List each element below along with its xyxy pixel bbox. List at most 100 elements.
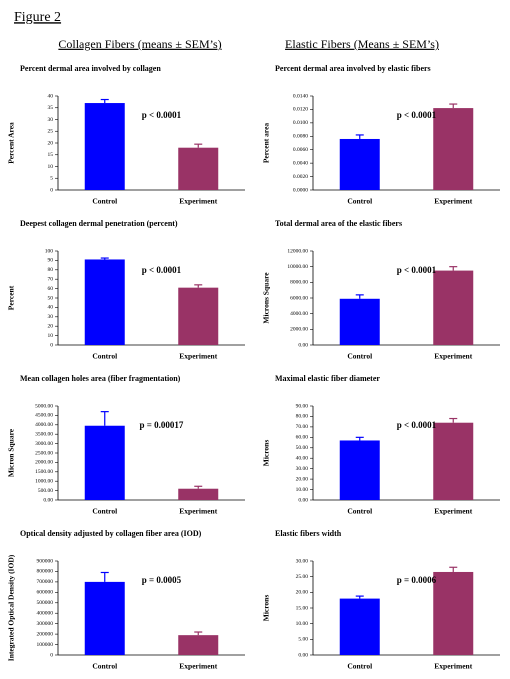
y-tick-label: 60 bbox=[48, 286, 54, 292]
y-tick-label: 6000.00 bbox=[290, 295, 308, 301]
y-tick-label: 10.00 bbox=[296, 487, 309, 493]
x-tick-label: Experiment bbox=[179, 507, 217, 516]
y-tick-label: 5.00 bbox=[298, 637, 308, 643]
y-axis-label: Microns Square bbox=[262, 272, 271, 324]
y-tick-label: 70.00 bbox=[296, 424, 309, 430]
y-tick-label: 0.0080 bbox=[293, 134, 308, 140]
y-tick-label: 30.00 bbox=[296, 466, 309, 472]
bar bbox=[339, 138, 380, 190]
x-tick-label: Control bbox=[92, 507, 117, 516]
y-tick-label: 600000 bbox=[37, 590, 54, 596]
y-tick-label: 2000.00 bbox=[290, 327, 308, 333]
y-axis-label: Percent area bbox=[262, 123, 271, 164]
y-tick-label: 500.00 bbox=[38, 488, 53, 494]
bar bbox=[178, 488, 219, 500]
y-tick-label: 3000.00 bbox=[35, 441, 53, 447]
y-axis-label: Integrated Optical Density (IOD) bbox=[7, 554, 16, 661]
y-tick-label: 0.00 bbox=[298, 652, 308, 658]
y-axis-label: Percent bbox=[7, 285, 16, 310]
y-tick-label: 0 bbox=[50, 652, 53, 658]
y-tick-label: 0.0060 bbox=[293, 147, 308, 153]
x-tick-label: Control bbox=[92, 197, 117, 206]
column-header: Collagen Fibers (means ± SEM’s) bbox=[58, 37, 221, 51]
bar bbox=[84, 425, 125, 500]
x-tick-label: Control bbox=[347, 197, 372, 206]
y-tick-label: 400000 bbox=[37, 610, 54, 616]
x-tick-label: Control bbox=[347, 352, 372, 361]
x-tick-label: Control bbox=[92, 352, 117, 361]
x-tick-label: Experiment bbox=[434, 662, 472, 671]
chart-title: Percent dermal area involved by elastic … bbox=[275, 64, 431, 73]
y-tick-label: 80 bbox=[48, 267, 54, 273]
x-tick-label: Experiment bbox=[434, 352, 472, 361]
y-tick-label: 20 bbox=[48, 323, 54, 329]
y-tick-label: 10 bbox=[48, 333, 54, 339]
y-tick-label: 1500.00 bbox=[35, 469, 53, 475]
y-tick-label: 20.00 bbox=[296, 476, 309, 482]
y-tick-label: 8000.00 bbox=[290, 280, 308, 286]
x-tick-label: Control bbox=[92, 662, 117, 671]
chart-title: Maximal elastic fiber diameter bbox=[275, 374, 380, 383]
y-tick-label: 25 bbox=[48, 129, 54, 135]
y-tick-label: 10.00 bbox=[296, 621, 309, 627]
bar bbox=[339, 298, 380, 345]
y-tick-label: 4000.00 bbox=[35, 422, 53, 428]
y-tick-label: 40 bbox=[48, 93, 54, 99]
chart-title: Mean collagen holes area (fiber fragment… bbox=[20, 374, 181, 383]
y-tick-label: 70 bbox=[48, 276, 54, 282]
y-tick-label: 15.00 bbox=[296, 605, 309, 611]
p-value-annotation: p < 0.0001 bbox=[397, 110, 437, 120]
y-tick-label: 700000 bbox=[37, 579, 54, 585]
y-tick-label: 40 bbox=[48, 305, 54, 311]
y-tick-label: 20 bbox=[48, 140, 54, 146]
y-tick-label: 60.00 bbox=[296, 435, 309, 441]
chart-title: Optical density adjusted by collagen fib… bbox=[20, 529, 202, 538]
y-tick-label: 0.0100 bbox=[293, 120, 308, 126]
y-tick-label: 30 bbox=[48, 314, 54, 320]
column-header: Elastic Fibers (Means ± SEM’s) bbox=[285, 37, 439, 51]
x-tick-label: Experiment bbox=[179, 352, 217, 361]
y-tick-label: 20.00 bbox=[296, 590, 309, 596]
x-tick-label: Experiment bbox=[434, 197, 472, 206]
p-value-annotation: p < 0.0001 bbox=[397, 420, 437, 430]
y-tick-label: 100 bbox=[45, 248, 54, 254]
y-tick-label: 10 bbox=[48, 164, 54, 170]
y-tick-label: 30.00 bbox=[296, 558, 309, 564]
chart-title: Percent dermal area involved by collagen bbox=[20, 64, 161, 73]
y-tick-label: 90 bbox=[48, 258, 54, 264]
y-tick-label: 800000 bbox=[37, 569, 54, 575]
x-tick-label: Experiment bbox=[179, 662, 217, 671]
y-tick-label: 0.0000 bbox=[293, 187, 308, 193]
y-tick-label: 0.0020 bbox=[293, 174, 308, 180]
y-tick-label: 100000 bbox=[37, 642, 54, 648]
x-tick-label: Experiment bbox=[434, 507, 472, 516]
y-tick-label: 25.00 bbox=[296, 574, 309, 580]
y-tick-label: 0.00 bbox=[43, 497, 53, 503]
y-tick-label: 35 bbox=[48, 105, 54, 111]
bar bbox=[433, 422, 474, 500]
bar bbox=[433, 270, 474, 345]
bar bbox=[339, 440, 380, 500]
y-tick-label: 5000.00 bbox=[35, 403, 53, 409]
y-tick-label: 2000.00 bbox=[35, 460, 53, 466]
bar bbox=[178, 635, 219, 655]
y-tick-label: 90.00 bbox=[296, 403, 309, 409]
bar bbox=[178, 287, 219, 345]
x-tick-label: Control bbox=[347, 662, 372, 671]
p-value-annotation: p = 0.00017 bbox=[140, 420, 184, 430]
y-axis-label: Microns bbox=[262, 440, 271, 467]
y-tick-label: 0.0120 bbox=[293, 107, 308, 113]
y-tick-label: 50 bbox=[48, 295, 54, 301]
y-tick-label: 50.00 bbox=[296, 445, 309, 451]
chart-title: Total dermal area of the elastic fibers bbox=[275, 219, 402, 228]
bar bbox=[84, 581, 125, 655]
y-tick-label: 1000.00 bbox=[35, 478, 53, 484]
y-axis-label: Percent Area bbox=[7, 122, 16, 164]
y-tick-label: 500000 bbox=[37, 600, 54, 606]
y-tick-label: 15 bbox=[48, 152, 54, 158]
bar bbox=[433, 571, 474, 655]
x-tick-label: Experiment bbox=[179, 197, 217, 206]
p-value-annotation: p < 0.0001 bbox=[397, 265, 437, 275]
